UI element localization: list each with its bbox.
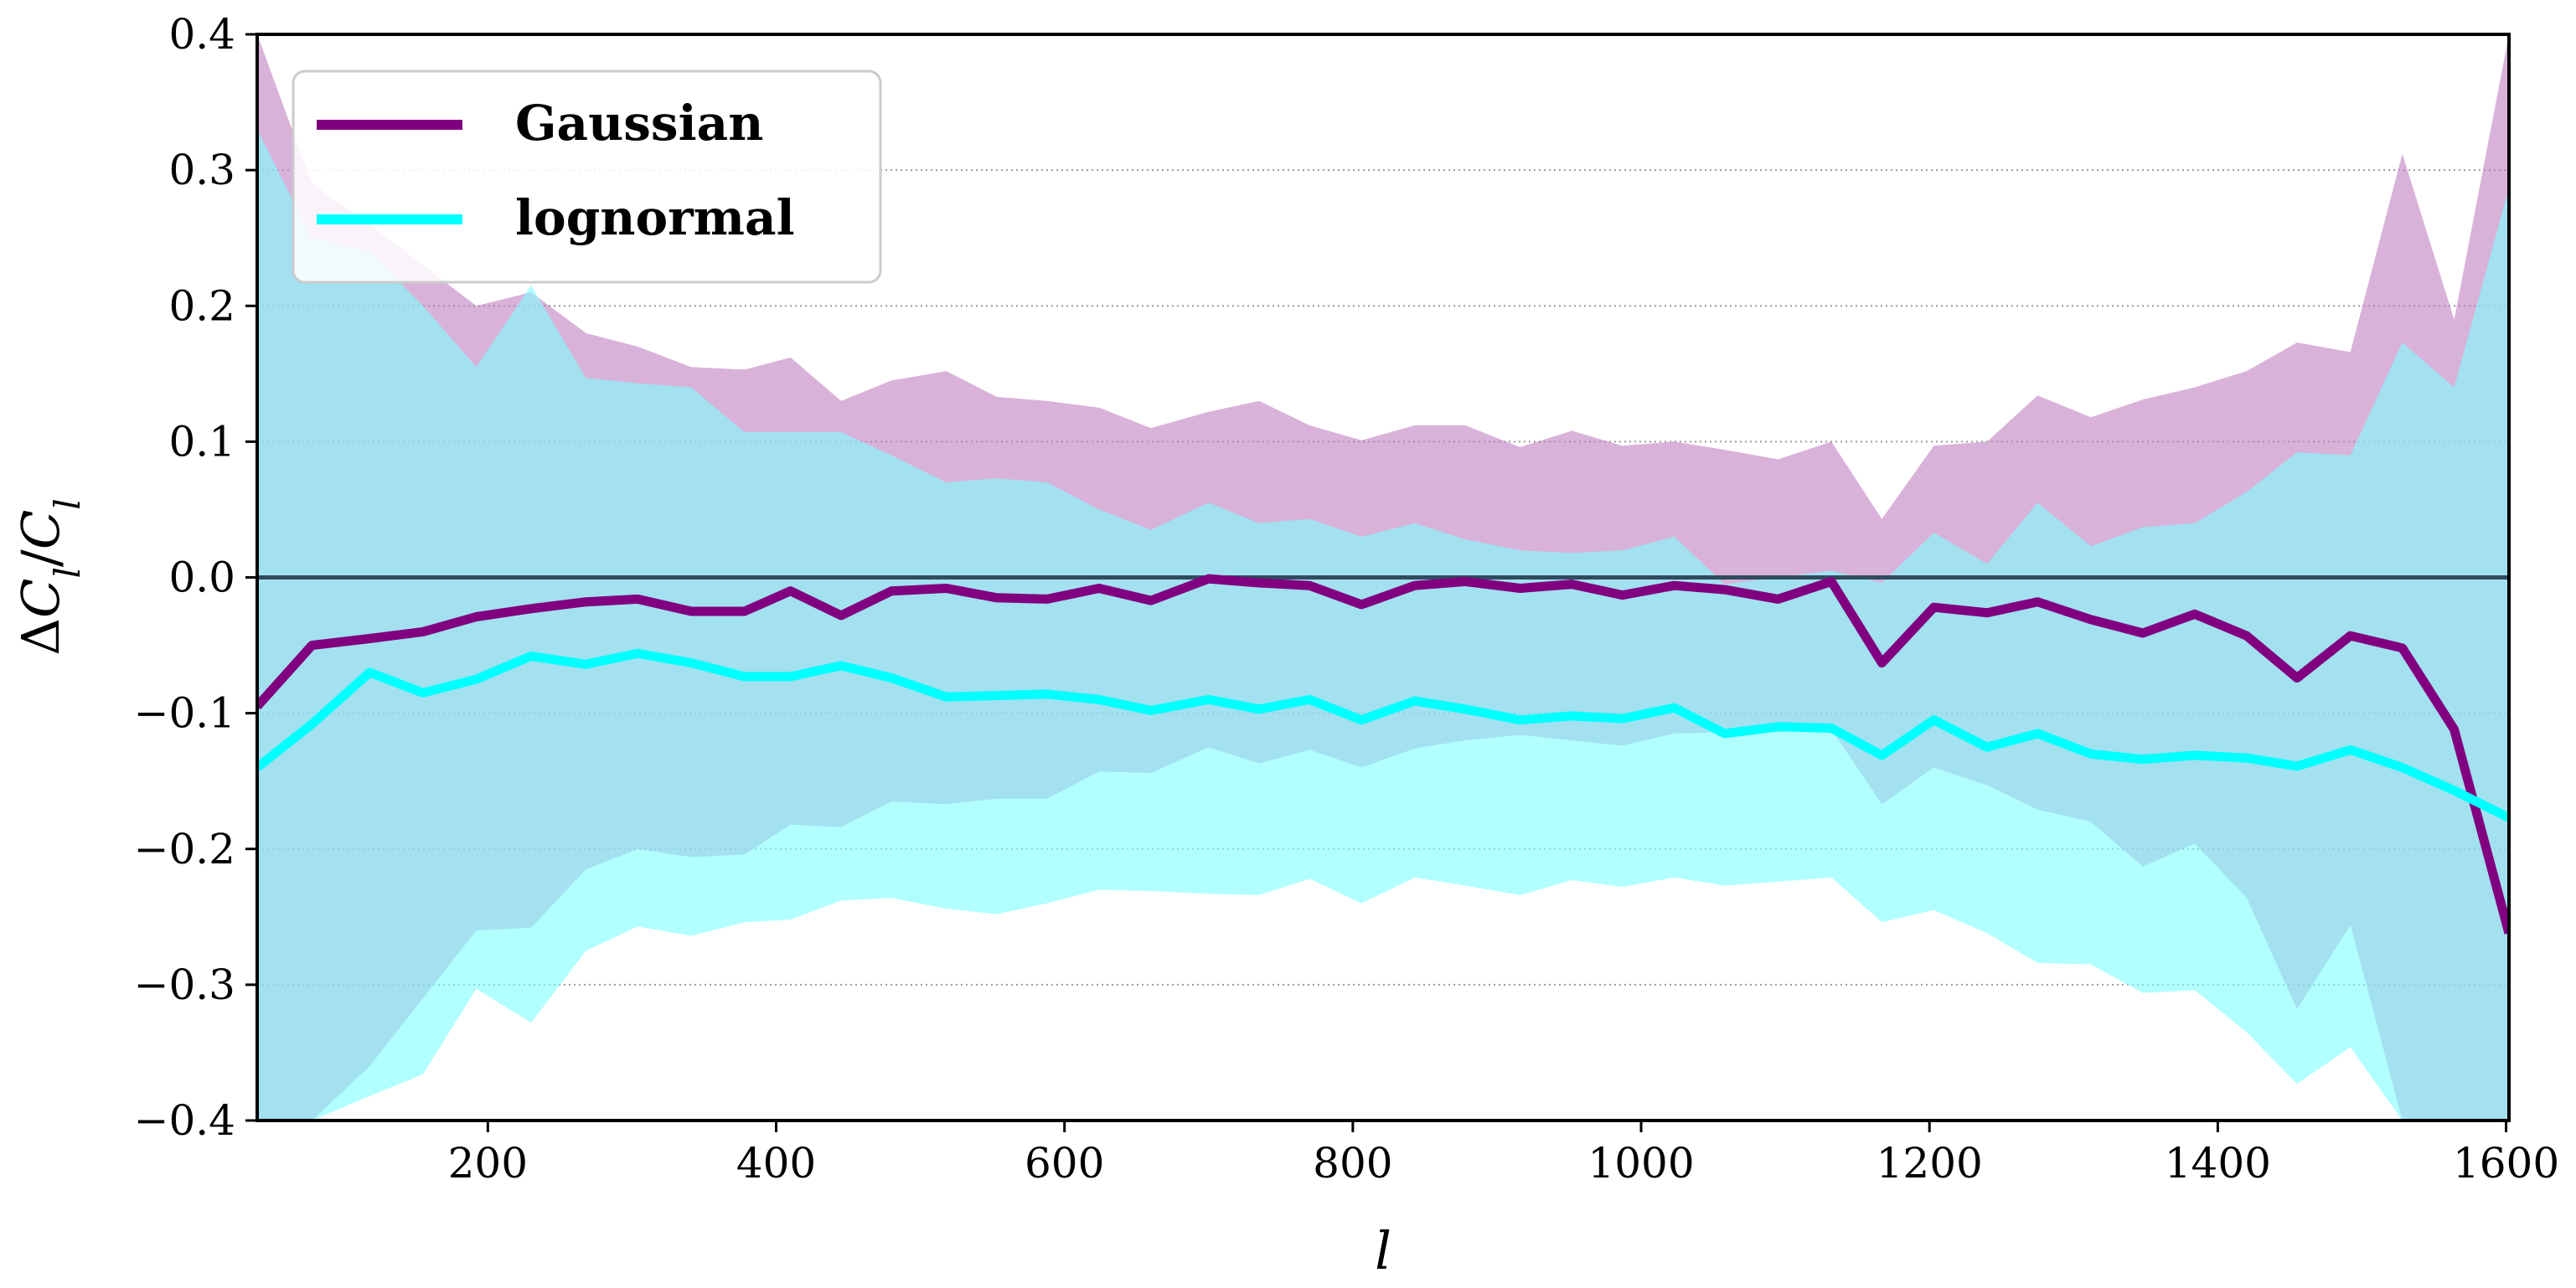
y-tick-label: 0.3 — [168, 146, 235, 194]
legend: Gaussian lognormal — [292, 70, 882, 284]
x-axis-label: l — [1375, 1220, 1391, 1281]
band-lognormal — [257, 129, 2509, 1121]
y-tick-label: 0.0 — [168, 554, 235, 602]
y-axis-label: ΔCl/Cl — [10, 498, 88, 655]
y-tick-label: −0.1 — [134, 689, 235, 738]
x-tick-label: 800 — [1313, 1139, 1392, 1188]
y-tick-label: −0.4 — [134, 1096, 235, 1145]
y-tick-label: 0.2 — [168, 281, 235, 330]
axis-ticks: 200 400 600 800 1000 1200 1400 1600 −0.4 −0.3 −0.2… — [134, 10, 2560, 1188]
y-tick-label: 0.1 — [168, 417, 235, 466]
x-tick-label: 400 — [736, 1139, 816, 1188]
legend-label-lognormal: lognormal — [515, 189, 795, 246]
series-line-lognormal — [257, 648, 2509, 822]
series-lines — [257, 574, 2509, 935]
x-tick-label: 1200 — [1877, 1139, 1983, 1188]
legend-label-gaussian: Gaussian — [515, 95, 763, 152]
y-tick-label: 0.4 — [168, 10, 235, 59]
x-tick-label: 200 — [448, 1139, 528, 1188]
y-tick-label: −0.3 — [134, 961, 235, 1009]
x-tick-label: 1400 — [2165, 1139, 2271, 1188]
y-tick-label: −0.2 — [134, 825, 235, 873]
x-tick-label: 1000 — [1587, 1139, 1694, 1188]
x-tick-label: 600 — [1025, 1139, 1104, 1188]
x-tick-label: 1600 — [2453, 1139, 2559, 1188]
series-line-gaussian — [257, 574, 2509, 935]
